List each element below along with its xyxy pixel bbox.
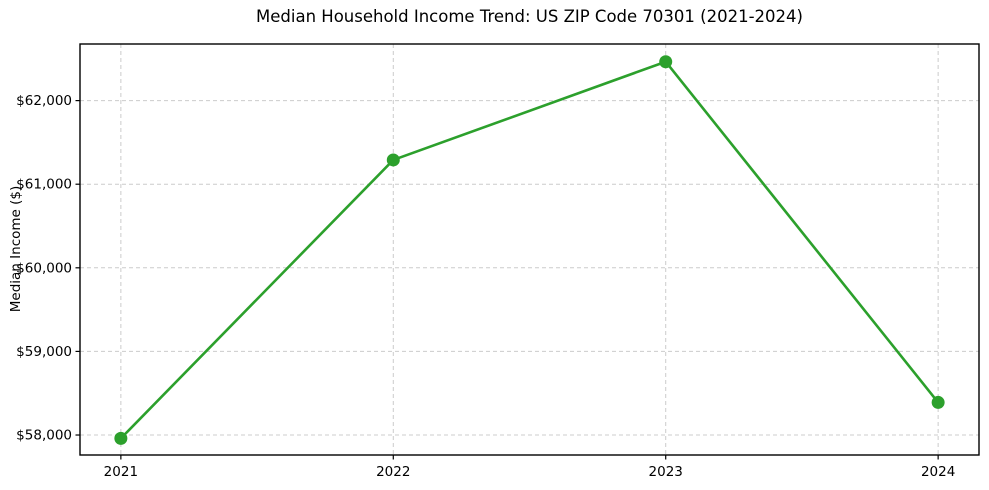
- x-tick-label: 2022: [376, 464, 410, 480]
- y-tick-label: $58,000: [16, 428, 72, 444]
- data-point: [114, 431, 128, 445]
- x-tick-label: 2023: [649, 464, 683, 480]
- data-point: [931, 395, 945, 409]
- x-tick-label: 2021: [104, 464, 138, 480]
- chart-title: Median Household Income Trend: US ZIP Co…: [256, 7, 803, 26]
- y-tick-label: $62,000: [16, 93, 72, 109]
- data-point: [659, 55, 673, 69]
- y-axis-label: Median Income ($): [8, 185, 24, 313]
- y-tick-label: $59,000: [16, 344, 72, 360]
- income-trend-line: [119, 60, 940, 440]
- y-tick-label: $60,000: [16, 260, 72, 276]
- data-point: [386, 153, 400, 167]
- plot-border: [79, 43, 980, 456]
- y-tick-label: $61,000: [16, 177, 72, 193]
- x-tick-label: 2024: [921, 464, 955, 480]
